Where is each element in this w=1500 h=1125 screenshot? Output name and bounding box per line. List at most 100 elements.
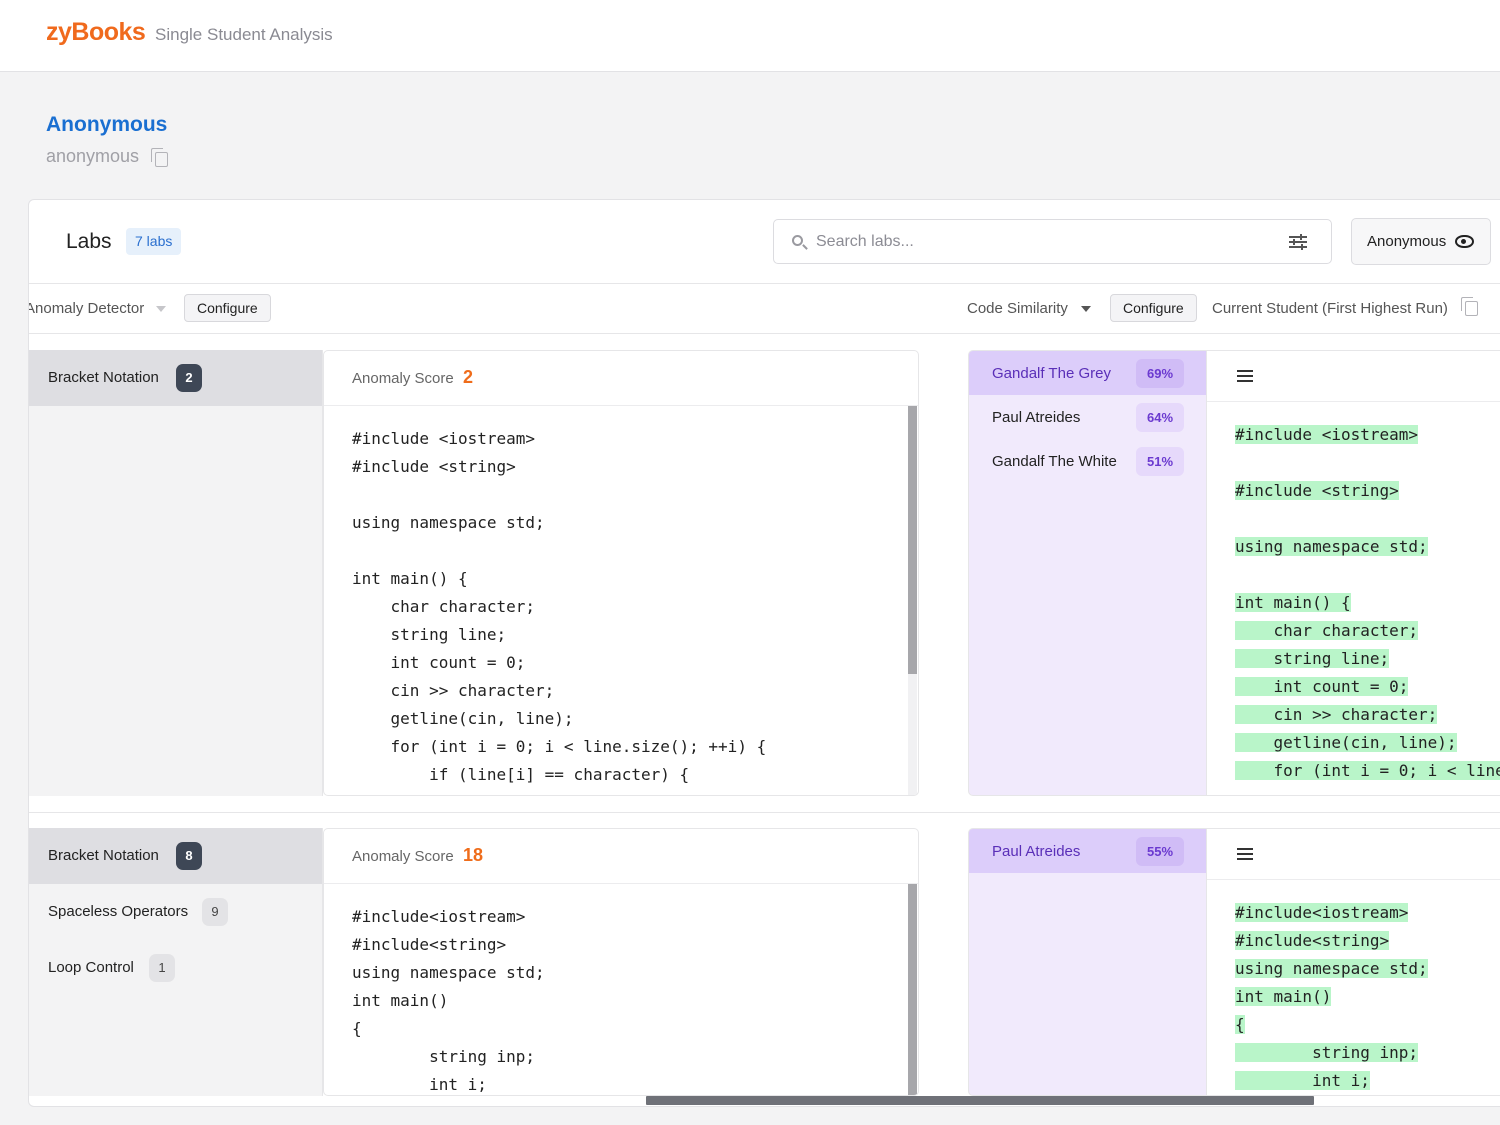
match-item[interactable]: Gandalf The White 51%: [969, 439, 1206, 483]
match-name: Paul Atreides: [992, 409, 1081, 426]
anomaly-score-value: 2: [463, 367, 474, 387]
match-percent: 64%: [1136, 403, 1184, 432]
code-line: int i;: [1235, 1071, 1370, 1090]
chevron-down-icon[interactable]: [156, 306, 166, 312]
code-line: #include <iostream>: [1235, 425, 1419, 444]
code-scrollbar[interactable]: [908, 406, 917, 795]
labs-card: Labs 7 labs Anonymous Anomaly Detector C…: [28, 199, 1500, 1107]
similarity-matches: Gandalf The Grey 69% Paul Atreides 64% G…: [968, 350, 1207, 796]
match-item[interactable]: Paul Atreides 55%: [969, 829, 1206, 873]
comparison-code-panel: #include <iostream> #include <string> us…: [1207, 350, 1500, 796]
code-line: #include <string>: [352, 457, 516, 476]
code-line: #include <iostream>: [352, 429, 536, 448]
search-input[interactable]: [816, 220, 1276, 263]
comparison-header: [1207, 351, 1500, 402]
comparison-code-panel: #include<iostream> #include<string> using …: [1207, 828, 1500, 1096]
analysis-toolbar: Anomaly Detector Configure Code Similari…: [29, 284, 1500, 334]
anomaly-detector-dropdown[interactable]: Anomaly Detector: [28, 300, 145, 317]
issue-label: Spaceless Operators: [48, 903, 189, 920]
student-name: Anonymous: [46, 113, 168, 136]
code-line: int main() {: [1235, 593, 1351, 612]
match-percent: 55%: [1136, 837, 1184, 866]
code-line: [1235, 505, 1500, 533]
student-code: #include<iostream> #include<string> using …: [352, 903, 545, 1095]
copy-icon[interactable]: [1461, 297, 1478, 316]
student-code-panel: Anomaly Score 18 #include<iostream> #incl…: [323, 828, 919, 1096]
issue-count-badge: 9: [202, 898, 228, 926]
match-item[interactable]: Paul Atreides 64%: [969, 395, 1206, 439]
chevron-down-icon[interactable]: [1081, 306, 1091, 312]
comparison-code: #include <iostream> #include <string> us…: [1235, 421, 1500, 785]
code-line: [352, 481, 766, 509]
issue-count-badge: 1: [149, 954, 175, 982]
filter-settings-icon[interactable]: [1289, 234, 1307, 250]
issue-item[interactable]: Spaceless Operators 9: [29, 884, 322, 940]
code-line: string inp;: [1235, 1043, 1419, 1062]
code-line: cin >> character;: [352, 681, 555, 700]
issue-label: Bracket Notation: [48, 847, 159, 864]
code-line: int main() {: [352, 569, 468, 588]
code-line: int i;: [352, 1075, 487, 1094]
match-name: Gandalf The White: [992, 453, 1117, 470]
code-line: cin >> character;: [1235, 705, 1438, 724]
code-line: char character;: [1235, 621, 1419, 640]
menu-icon[interactable]: [1237, 848, 1253, 860]
similarity-configure-button[interactable]: Configure: [1110, 294, 1197, 322]
code-line: using namespace std;: [352, 963, 545, 982]
code-line: getline(cin, line);: [1235, 733, 1457, 752]
code-scrollbar[interactable]: [908, 884, 917, 1095]
issue-list: Bracket Notation 8 Spaceless Operators 9…: [29, 828, 323, 1096]
code-line: #include <string>: [1235, 481, 1399, 500]
issue-label: Loop Control: [48, 959, 134, 976]
anomaly-score-value: 18: [463, 845, 484, 865]
code-similarity-label: Code Similarity: [967, 300, 1068, 317]
issue-item[interactable]: Loop Control 1: [29, 940, 322, 996]
student-code-panel: Anomaly Score 2 #include <iostream> #incl…: [323, 350, 919, 796]
labs-count-badge: 7 labs: [126, 228, 182, 255]
code-line: {: [1235, 1015, 1245, 1034]
copy-icon[interactable]: [151, 148, 168, 167]
labs-header: Labs 7 labs Anonymous: [29, 200, 1500, 284]
code-line: if (line[i] == character) {: [352, 765, 690, 784]
issue-item[interactable]: Bracket Notation 8: [29, 828, 322, 884]
student-code: #include <iostream> #include <string> usi…: [352, 425, 766, 789]
match-name: Paul Atreides: [992, 843, 1081, 860]
eye-icon: [1455, 235, 1474, 248]
issue-count-badge: 2: [176, 364, 202, 392]
menu-icon[interactable]: [1237, 370, 1253, 382]
code-line: char character;: [352, 597, 536, 616]
code-line: using namespace std;: [1235, 537, 1428, 556]
code-line: for (int i = 0; i < line.size(); ++i) {: [352, 737, 767, 756]
code-line: [1235, 449, 1500, 477]
code-line: int main(): [1235, 987, 1332, 1006]
code-line: int main(): [352, 991, 449, 1010]
student-handle: anonymous: [46, 146, 140, 166]
issue-label: Bracket Notation: [48, 369, 159, 386]
code-line: string inp;: [352, 1047, 536, 1066]
match-percent: 51%: [1136, 447, 1184, 476]
code-line: #include<iostream>: [1235, 903, 1409, 922]
anomaly-score-header: Anomaly Score 2: [324, 351, 918, 406]
issue-item[interactable]: Bracket Notation 2: [29, 350, 322, 406]
code-line: #include<string>: [352, 935, 507, 954]
code-line: [1235, 561, 1500, 589]
page-title: Single Student Analysis: [155, 25, 333, 44]
comparison-mode: Current Student (First Highest Run): [1212, 300, 1448, 317]
match-item[interactable]: Gandalf The Grey 69%: [969, 351, 1206, 395]
anomaly-detector-label: Anomaly Detector: [28, 300, 145, 317]
viewer-toggle-button[interactable]: Anonymous: [1351, 218, 1491, 265]
code-line: #include<iostream>: [352, 907, 526, 926]
match-name: Gandalf The Grey: [992, 365, 1111, 382]
viewer-label: Anonymous: [1367, 233, 1447, 250]
code-line: int count = 0;: [352, 653, 526, 672]
horizontal-scrollbar[interactable]: [646, 1096, 1314, 1105]
anomaly-configure-button[interactable]: Configure: [184, 294, 271, 322]
comparison-header: [1207, 829, 1500, 880]
similarity-matches: Paul Atreides 55%: [968, 828, 1207, 1096]
search-box[interactable]: [773, 219, 1332, 264]
code-line: using namespace std;: [352, 513, 545, 532]
anomaly-score-label: Anomaly Score: [352, 370, 454, 387]
code-line: for (int i = 0; i < line.: [1235, 757, 1500, 785]
code-similarity-dropdown[interactable]: Code Similarity: [967, 300, 1068, 317]
brand-logo[interactable]: zyBooks: [46, 18, 146, 46]
